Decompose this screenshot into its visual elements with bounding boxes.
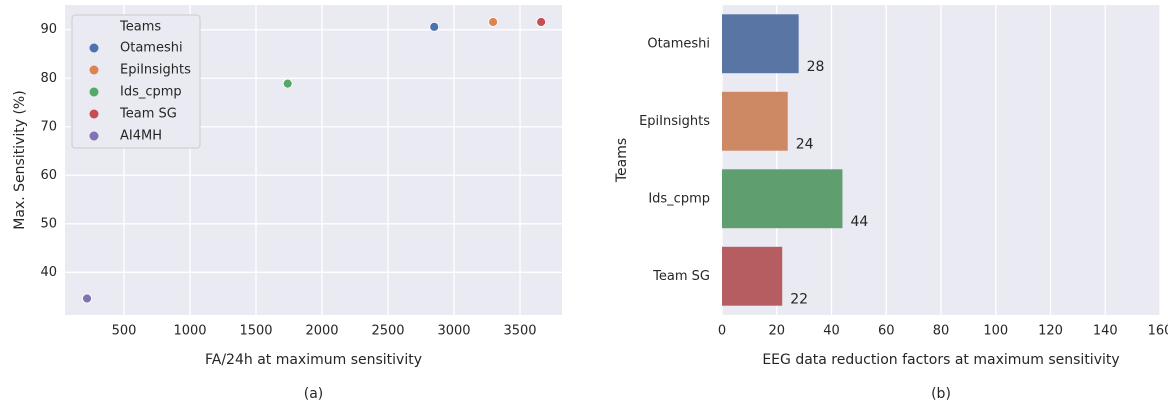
x-tick-label: 500 bbox=[112, 324, 137, 339]
bar bbox=[722, 91, 788, 151]
point bbox=[82, 293, 92, 304]
caption: (a) bbox=[304, 386, 324, 402]
y-axis-label: Teams bbox=[614, 138, 630, 183]
y-tick-label: Team SG bbox=[652, 269, 710, 284]
x-tick-label: 40 bbox=[823, 324, 840, 339]
x-tick-label: 0 bbox=[718, 324, 726, 339]
y-tick-label: 60 bbox=[40, 168, 57, 183]
legend-label: Team SG bbox=[119, 107, 177, 122]
legend-marker bbox=[89, 43, 99, 53]
x-tick-label: 1500 bbox=[239, 324, 272, 339]
y-tick-label: Ids_cpmp bbox=[648, 191, 710, 206]
x-tick-label: 20 bbox=[768, 324, 785, 339]
value-label: 44 bbox=[850, 214, 868, 230]
legend-title: Teams bbox=[119, 20, 161, 35]
y-axis-label: Max. Sensitivity (%) bbox=[12, 90, 28, 229]
legend-box bbox=[71, 14, 201, 149]
x-tick-label: 1000 bbox=[173, 324, 206, 339]
legend-label: Ids_cpmp bbox=[120, 85, 182, 100]
legend-label: EpiInsights bbox=[120, 63, 191, 78]
y-tick-label: Otameshi bbox=[647, 36, 710, 51]
legend-marker bbox=[89, 87, 99, 97]
x-tick-label: 3000 bbox=[437, 324, 470, 339]
legend-marker bbox=[89, 109, 99, 119]
x-tick-label: 100 bbox=[983, 324, 1008, 339]
value-label: 28 bbox=[807, 59, 825, 75]
x-tick-label: 120 bbox=[1038, 324, 1063, 339]
x-tick-label: 80 bbox=[933, 324, 950, 339]
y-tick-label: 80 bbox=[40, 71, 57, 86]
point bbox=[536, 17, 547, 27]
x-tick-label: 3500 bbox=[503, 324, 536, 339]
y-tick-label: 50 bbox=[40, 216, 57, 231]
value-label: 22 bbox=[790, 292, 808, 308]
point bbox=[429, 21, 440, 32]
x-tick-label: 2000 bbox=[305, 324, 338, 339]
point bbox=[488, 17, 498, 27]
x-tick-label: 160 bbox=[1148, 324, 1168, 339]
x-axis-label: EEG data reduction factors at maximum se… bbox=[762, 352, 1119, 368]
bar bbox=[722, 169, 843, 229]
x-axis-label: FA/24h at maximum sensitivity bbox=[205, 352, 422, 368]
legend-label: Otameshi bbox=[120, 41, 183, 56]
y-tick-label: 90 bbox=[40, 22, 57, 37]
point bbox=[282, 78, 293, 89]
y-tick-label: 70 bbox=[40, 119, 57, 134]
x-tick-label: 140 bbox=[1093, 324, 1118, 339]
y-tick-label: 40 bbox=[40, 265, 57, 280]
x-tick-label: 2500 bbox=[371, 324, 404, 339]
legend-marker bbox=[89, 65, 99, 75]
legend-marker bbox=[89, 131, 99, 141]
y-tick-label: EpiInsights bbox=[639, 114, 710, 129]
x-tick-label: 60 bbox=[878, 324, 895, 339]
bar bbox=[722, 14, 799, 74]
legend-label: AI4MH bbox=[120, 129, 162, 144]
value-label: 24 bbox=[796, 137, 814, 153]
caption: (b) bbox=[931, 386, 951, 402]
bar bbox=[722, 246, 783, 306]
